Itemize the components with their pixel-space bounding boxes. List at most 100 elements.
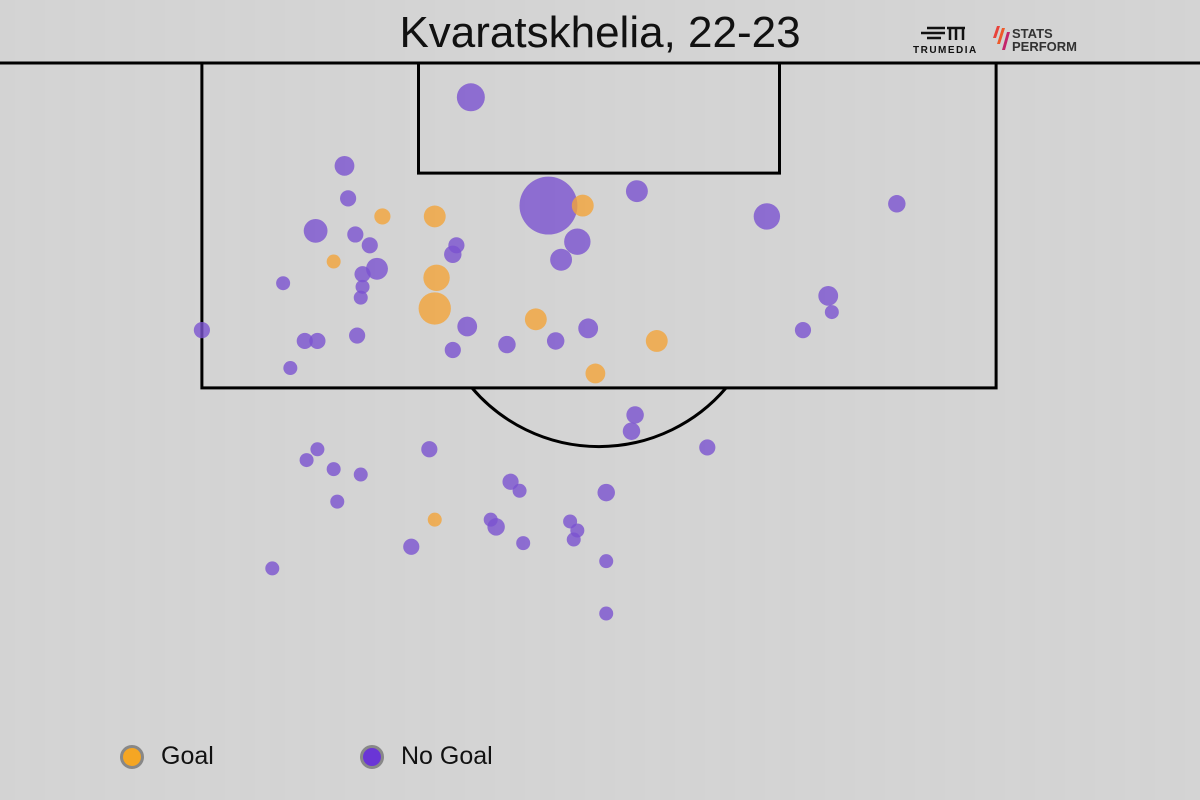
shot-no-goal bbox=[818, 285, 839, 306]
shot-goal bbox=[423, 205, 446, 228]
shot-no-goal bbox=[625, 180, 648, 203]
pitch-stripe bbox=[480, 0, 495, 800]
pitch-stripe bbox=[840, 0, 855, 800]
pitch-stripe bbox=[1110, 0, 1125, 800]
pitch-stripe bbox=[750, 0, 765, 800]
shot-goal bbox=[585, 363, 606, 384]
shot-no-goal bbox=[502, 473, 519, 490]
pitch-stripe bbox=[870, 0, 885, 800]
shot-no-goal bbox=[326, 462, 341, 477]
shot-no-goal bbox=[347, 226, 364, 243]
shot-no-goal bbox=[498, 335, 516, 354]
shot-no-goal bbox=[403, 538, 420, 555]
shot-no-goal bbox=[512, 483, 527, 498]
stats-perform-logo: STATS PERFORM bbox=[993, 26, 1077, 54]
pitch-stripe bbox=[570, 0, 585, 800]
pitch-stripe bbox=[1020, 0, 1035, 800]
goal-marker-icon bbox=[120, 744, 144, 769]
shot-no-goal bbox=[626, 406, 644, 424]
pitch-stripe bbox=[90, 0, 105, 800]
shot-no-goal bbox=[349, 327, 366, 344]
pitch-stripe bbox=[1140, 0, 1155, 800]
pitch-stripe bbox=[360, 0, 375, 800]
pitch-stripe bbox=[810, 0, 825, 800]
pitch-stripe bbox=[900, 0, 915, 800]
pitch-stripe bbox=[660, 0, 675, 800]
shot-no-goal bbox=[487, 518, 505, 536]
shot-no-goal bbox=[444, 341, 461, 359]
shot-no-goal bbox=[622, 422, 641, 440]
shot-goal bbox=[524, 308, 547, 331]
pitch-stripe bbox=[0, 0, 15, 800]
shot-no-goal bbox=[456, 83, 485, 112]
pitch-stripe bbox=[690, 0, 705, 800]
pitch-stripe bbox=[300, 0, 315, 800]
pitch-stripe bbox=[780, 0, 795, 800]
svg-text:PERFORM: PERFORM bbox=[1012, 39, 1077, 54]
shot-no-goal bbox=[421, 441, 438, 458]
shot-no-goal bbox=[824, 305, 839, 320]
pitch-stripe bbox=[390, 0, 405, 800]
shot-no-goal bbox=[334, 155, 355, 176]
shot-no-goal bbox=[564, 228, 591, 255]
pitch-stripe bbox=[210, 0, 225, 800]
shot-goal bbox=[427, 512, 442, 527]
pitch-stripe bbox=[330, 0, 345, 800]
six-yard-box bbox=[417, 61, 781, 175]
legend-label: No Goal bbox=[401, 742, 493, 770]
shot-goal bbox=[571, 194, 594, 217]
pitch-stripe bbox=[30, 0, 45, 800]
pitch-stripe bbox=[1080, 0, 1095, 800]
shot-no-goal bbox=[566, 532, 581, 547]
pitch-stripe bbox=[150, 0, 165, 800]
shot-no-goal bbox=[444, 245, 462, 264]
shot-no-goal bbox=[361, 237, 378, 254]
shot-no-goal bbox=[276, 276, 291, 291]
pitch-stripe bbox=[450, 0, 465, 800]
svg-text:STATS: STATS bbox=[1012, 26, 1053, 41]
pitch-stripe bbox=[510, 0, 525, 800]
pitch-stripe bbox=[990, 0, 1005, 800]
pitch-stripe bbox=[930, 0, 945, 800]
pitch-stripe bbox=[180, 0, 195, 800]
pitch-stripe bbox=[420, 0, 435, 800]
shot-no-goal bbox=[794, 322, 812, 339]
logos: TRUMEDIA STATS PERFORM bbox=[905, 22, 1085, 58]
pitch-stripe bbox=[240, 0, 255, 800]
shot-no-goal bbox=[353, 290, 368, 305]
shot-no-goal bbox=[265, 561, 280, 576]
pitch-stripe bbox=[1170, 0, 1185, 800]
shot-no-goal bbox=[599, 554, 614, 569]
shot-no-goal bbox=[699, 439, 716, 456]
shot-no-goal bbox=[296, 332, 313, 350]
legend-item-no-goal: No Goal bbox=[360, 742, 493, 771]
shot-no-goal bbox=[516, 536, 531, 551]
shot-no-goal bbox=[354, 266, 371, 283]
shot-no-goal bbox=[283, 361, 298, 376]
shot-no-goal bbox=[457, 316, 478, 337]
shot-no-goal bbox=[355, 279, 370, 294]
pitch-stripe bbox=[60, 0, 75, 800]
chart-title: Kvaratskhelia, 22-23 bbox=[399, 8, 801, 57]
pitch-stripe bbox=[960, 0, 975, 800]
shot-no-goal bbox=[753, 203, 781, 230]
pitch-stripe bbox=[600, 0, 615, 800]
legend-item-goal: Goal bbox=[120, 742, 214, 771]
shot-no-goal bbox=[309, 332, 326, 350]
pitch-stripe bbox=[720, 0, 735, 800]
shot-goal bbox=[374, 208, 391, 225]
pitch-stripe bbox=[630, 0, 645, 800]
pitch-stripe bbox=[540, 0, 555, 800]
pitch-stripe bbox=[120, 0, 135, 800]
shot-no-goal bbox=[340, 190, 357, 207]
shot-no-goal bbox=[303, 218, 328, 243]
pitch-stripe bbox=[1050, 0, 1065, 800]
shot-no-goal bbox=[599, 606, 614, 621]
shot-no-goal bbox=[193, 322, 210, 339]
no-goal-marker-icon bbox=[360, 744, 384, 769]
shot-no-goal bbox=[366, 257, 388, 280]
pitch-stripe bbox=[270, 0, 285, 800]
shot-goal bbox=[423, 264, 450, 291]
shot-no-goal bbox=[597, 483, 615, 502]
